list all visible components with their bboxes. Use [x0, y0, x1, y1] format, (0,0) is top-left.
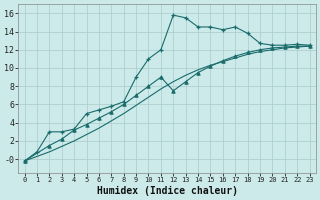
X-axis label: Humidex (Indice chaleur): Humidex (Indice chaleur) [97, 186, 237, 196]
